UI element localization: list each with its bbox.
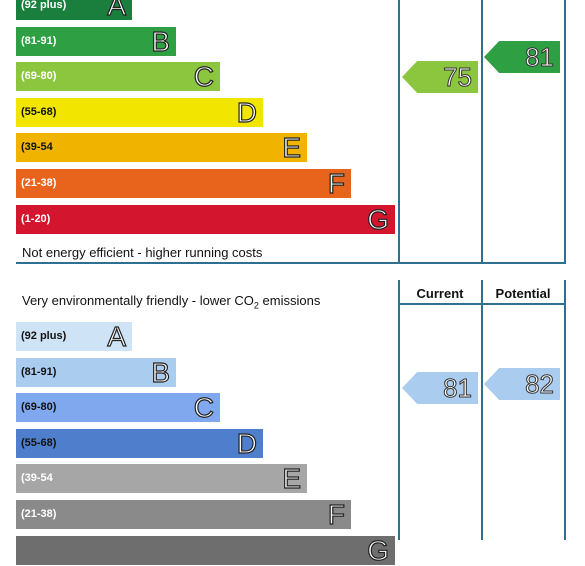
band-a: (92 plus) A (16, 320, 132, 353)
band-letter: A (107, 0, 127, 22)
band-range-label: (1-20) (21, 212, 51, 225)
band-range-label: (81-91) (21, 34, 57, 47)
band-range-label: (39-54 (21, 472, 53, 485)
band-range-label: (55-68) (21, 105, 57, 118)
divider-right (564, 280, 566, 540)
band-letter: D (236, 96, 257, 128)
band-letter: F (327, 498, 345, 530)
band-b: (81-91) B (16, 356, 176, 388)
potential-rating-arrow: 82 (484, 368, 560, 400)
column-header-current: Current (416, 286, 464, 301)
band-letter: G (367, 203, 390, 235)
band-letter: D (236, 427, 257, 459)
band-letter: C (193, 61, 214, 93)
band-e: (39-54 E (16, 132, 307, 164)
column-header-potential: Potential (495, 286, 551, 301)
current-rating-value: 81 (443, 373, 473, 404)
band-letter: E (282, 132, 302, 164)
band-letter: F (327, 167, 345, 199)
band-letter: G (367, 534, 390, 566)
band-letter: B (151, 356, 171, 388)
band-f: (21-38) F (16, 167, 351, 200)
footer-text: Not energy efficient - higher running co… (22, 245, 263, 260)
current-rating-arrow: 75 (402, 61, 478, 93)
band-g: (1-20) G (16, 203, 395, 235)
divider-right (564, 0, 566, 264)
potential-rating-arrow: 81 (484, 41, 560, 73)
current-rating-value: 75 (443, 62, 473, 93)
band-range-label: (69-80) (21, 70, 57, 83)
band-a: (92 plus) A (16, 0, 132, 22)
band-letter: C (193, 392, 214, 424)
band-letter: E (282, 463, 302, 495)
band-range-label: (39-54 (21, 141, 53, 154)
band-range-label: (69-80) (21, 401, 57, 414)
band-range-label: (92 plus) (21, 0, 67, 11)
divider-middle (481, 0, 483, 264)
band-range-label: (81-91) (21, 365, 57, 378)
divider-left (398, 280, 400, 540)
header-divider (398, 303, 566, 305)
current-rating-arrow: 81 (402, 372, 478, 404)
band-range-label: (92 plus) (21, 330, 67, 342)
band-d: (55-68) D (16, 96, 263, 128)
chart-title: Very environmentally friendly - lower CO… (22, 293, 321, 311)
band-d: (55-68) D (16, 427, 263, 459)
band-letter: B (151, 25, 171, 57)
potential-rating-value: 82 (525, 369, 555, 400)
environmental-impact-chart: Very environmentally friendly - lower CO… (0, 268, 585, 566)
band-range-label: (21-38) (21, 177, 57, 189)
potential-rating-value: 81 (525, 42, 555, 73)
divider-middle (481, 280, 483, 540)
divider-left (398, 0, 400, 264)
divider-bottom (16, 262, 566, 264)
band-f: (21-38) F (16, 498, 351, 531)
band-range-label: (21-38) (21, 508, 57, 520)
band-c: (69-80) C (16, 392, 220, 424)
band-letter: A (107, 320, 127, 352)
band-range-label: (55-68) (21, 436, 57, 449)
band-e: (39-54 E (16, 463, 307, 495)
energy-efficiency-chart: (92 plus) A (81-91) B (69-80) C (55-68) D (39-54… (0, 0, 585, 265)
band-b: (81-91) B (16, 25, 176, 57)
band-c: (69-80) C (16, 61, 220, 93)
